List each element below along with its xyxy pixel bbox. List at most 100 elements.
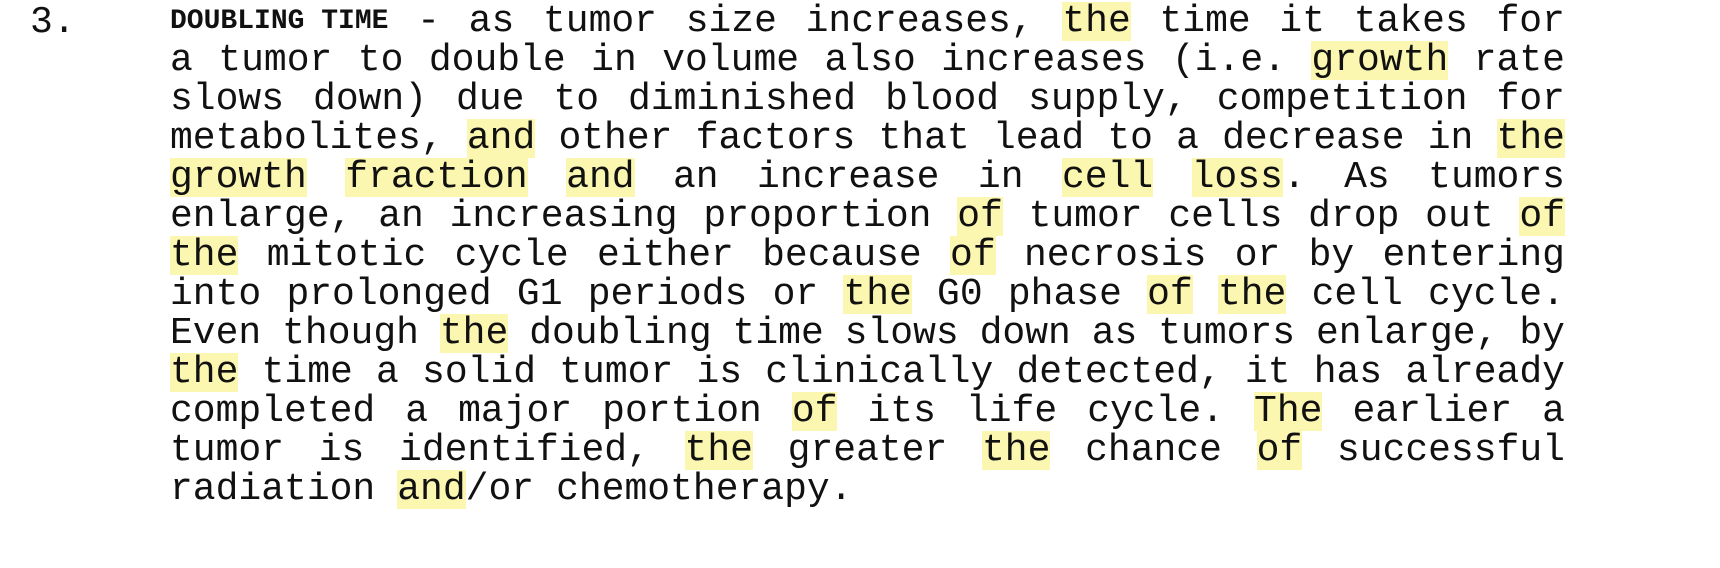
text-line: into prolonged G1 periods or the G0 phase of the c… bbox=[170, 275, 1565, 314]
text-line: radiation and/or chemotherapy. bbox=[170, 470, 1565, 509]
word: greater bbox=[787, 429, 948, 472]
word: to bbox=[553, 78, 600, 121]
highlighted-word: the bbox=[1062, 0, 1131, 43]
highlighted-word: of bbox=[1256, 429, 1303, 472]
word: successful bbox=[1336, 429, 1565, 472]
word: mitotic bbox=[266, 234, 427, 277]
word: tumors bbox=[1158, 312, 1296, 355]
highlighted-word: the bbox=[439, 312, 509, 355]
word: is bbox=[318, 429, 365, 472]
word: time bbox=[732, 312, 824, 355]
highlighted-word: the bbox=[684, 429, 753, 472]
word: necrosis bbox=[1023, 234, 1207, 277]
word: cycle. bbox=[1428, 273, 1565, 316]
word: down bbox=[979, 312, 1071, 355]
list-item-number: 3. bbox=[30, 1, 76, 44]
word: as bbox=[468, 0, 515, 43]
word: diminished bbox=[628, 78, 857, 121]
word: drop bbox=[1308, 195, 1400, 238]
word: increasing bbox=[449, 195, 678, 238]
word: tumor bbox=[218, 39, 333, 82]
word: - bbox=[417, 0, 440, 43]
word: detected, bbox=[1016, 351, 1222, 394]
word: already bbox=[1405, 351, 1565, 394]
word: time bbox=[261, 351, 353, 394]
word: earlier bbox=[1352, 390, 1513, 433]
word: supply, bbox=[1028, 78, 1188, 121]
text-line: completed a major portion of its life cycle. The… bbox=[170, 392, 1565, 431]
highlighted-word: of bbox=[1147, 273, 1193, 316]
word: slows bbox=[170, 78, 285, 121]
word: loss. bbox=[1191, 156, 1306, 199]
highlighted-word: of bbox=[1519, 195, 1565, 238]
word: tumor bbox=[1028, 195, 1143, 238]
word: it bbox=[1279, 0, 1326, 43]
highlighted-word: growth bbox=[1311, 39, 1449, 82]
word: a bbox=[405, 390, 429, 433]
word: it bbox=[1244, 351, 1291, 394]
word: to bbox=[1107, 117, 1153, 160]
word: or bbox=[1234, 234, 1281, 277]
word: chance bbox=[1085, 429, 1222, 472]
word: lead bbox=[992, 117, 1085, 160]
word: in bbox=[977, 156, 1024, 199]
word: double bbox=[428, 39, 566, 82]
word: enlarge, bbox=[170, 195, 353, 238]
word: solid bbox=[422, 351, 537, 394]
text-line: a tumor to double in volume also increases (i.e.… bbox=[170, 41, 1565, 80]
word: periods bbox=[587, 273, 748, 316]
word: Even bbox=[170, 312, 262, 355]
word: rate bbox=[1473, 39, 1565, 82]
word: phase bbox=[1007, 273, 1122, 316]
word: its bbox=[867, 390, 936, 433]
word: by bbox=[1519, 312, 1565, 355]
text-line: slows down) due to diminished blood supply, com… bbox=[170, 80, 1565, 119]
word: to bbox=[357, 39, 404, 82]
word: for bbox=[1496, 0, 1565, 43]
highlighted-word: of bbox=[950, 234, 996, 277]
text-line: Even though the doubling time slows down as tumo… bbox=[170, 314, 1565, 353]
highlighted-word: The bbox=[1254, 390, 1323, 433]
word: volume bbox=[662, 39, 800, 82]
highlighted-word: cell bbox=[1061, 156, 1154, 199]
highlighted-word: and bbox=[466, 117, 536, 160]
word: tumors bbox=[1428, 156, 1565, 199]
word: clinically bbox=[765, 351, 994, 394]
word: as bbox=[1091, 312, 1138, 355]
word: down) bbox=[313, 78, 428, 121]
word: competition bbox=[1216, 78, 1468, 121]
text-line: enlarge, an increasing proportion of tumor cel… bbox=[170, 197, 1565, 236]
highlighted-word: loss bbox=[1191, 156, 1283, 199]
word: into bbox=[170, 273, 262, 316]
word: increases bbox=[941, 39, 1147, 82]
word: time bbox=[1159, 0, 1251, 43]
text-line: growth fraction and an increase in cell loss. As… bbox=[170, 158, 1565, 197]
word: in bbox=[591, 39, 637, 82]
doubling-time-paragraph: DOUBLING TIME - as tumor size increases, the ti… bbox=[170, 2, 1565, 509]
highlighted-word: the bbox=[1496, 117, 1565, 160]
word: a bbox=[170, 39, 193, 82]
word: either bbox=[596, 234, 734, 277]
highlighted-word: the bbox=[981, 429, 1051, 472]
word: takes bbox=[1353, 0, 1468, 43]
word: doubling bbox=[529, 312, 712, 355]
word: As bbox=[1344, 156, 1390, 199]
word: identified, bbox=[399, 429, 650, 472]
word: G1 bbox=[516, 273, 563, 316]
highlighted-word: the bbox=[170, 234, 239, 277]
word: slows bbox=[844, 312, 959, 355]
word: cycle. bbox=[1087, 390, 1225, 433]
word: other bbox=[558, 117, 673, 160]
word: increase bbox=[757, 156, 940, 199]
word: G0 bbox=[937, 273, 983, 316]
word: out bbox=[1425, 195, 1494, 238]
word: completed bbox=[170, 390, 376, 433]
word: cycle bbox=[454, 234, 569, 277]
word: proportion bbox=[703, 195, 932, 238]
word: an bbox=[673, 156, 719, 199]
word: has bbox=[1313, 351, 1383, 394]
word: by bbox=[1308, 234, 1355, 277]
word: life bbox=[965, 390, 1058, 433]
highlighted-word: growth bbox=[170, 156, 307, 199]
